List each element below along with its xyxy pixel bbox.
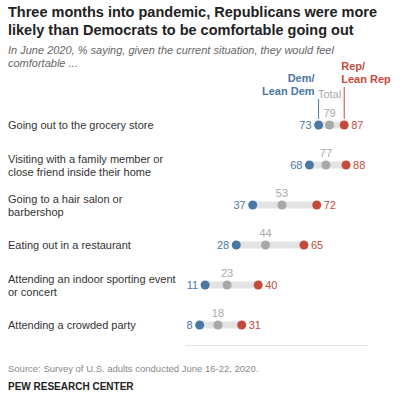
data-label: 68	[290, 159, 302, 171]
dot	[232, 241, 241, 250]
dot	[314, 121, 323, 130]
legend-entry-line: Dem/	[288, 72, 315, 84]
data-label: 77	[320, 147, 332, 159]
dot	[321, 161, 330, 170]
dot	[299, 241, 308, 250]
y-axis: Going out to the grocery store Visiting w…	[8, 119, 176, 331]
dot	[312, 201, 321, 210]
category-label: Going to a hair salon orbarbershop	[8, 193, 123, 218]
legend-connector	[318, 99, 319, 119]
dot	[254, 281, 263, 290]
credit: PEW RESEARCH CENTER	[8, 381, 134, 392]
category-label-line: Attending an indoor sporting event	[8, 273, 176, 285]
legend-entry-line: Lean Rep	[341, 73, 391, 85]
legend-entry: Total	[318, 88, 341, 100]
x-axis-line	[186, 345, 369, 346]
range-bar	[309, 162, 346, 169]
range-bar	[253, 202, 317, 209]
data-label: 73	[299, 119, 311, 131]
range-bar	[200, 322, 242, 329]
data-label: 53	[276, 187, 288, 199]
legend-entry: Rep/Lean Rep	[341, 60, 391, 85]
data-label: 88	[353, 159, 365, 171]
range-bar	[205, 282, 258, 289]
range-bar	[236, 242, 304, 249]
category-label-line: Going out to the grocery store	[8, 119, 154, 131]
data-label: 8	[187, 319, 193, 331]
subtitle-line: comfortable ...	[8, 57, 78, 69]
data-label: 65	[311, 239, 323, 251]
legend-connector	[344, 87, 345, 119]
legend-entry-line: Total	[318, 88, 341, 100]
category-label-line: Going to a hair salon or	[8, 193, 123, 205]
category-label-line: or concert	[8, 286, 57, 298]
dot	[325, 121, 334, 130]
title-line: likely than Democrats to be comfortable …	[8, 22, 354, 38]
dot	[213, 321, 222, 330]
source: Source: Survey of U.S. adults conducted …	[8, 363, 258, 374]
legend-entry: Dem/Lean Dem	[262, 72, 315, 97]
title-line: Three months into pandemic, Republicans …	[8, 4, 377, 20]
dot	[277, 201, 286, 210]
data-label: 37	[233, 199, 245, 211]
legend-entry-line: Rep/	[341, 60, 365, 72]
dot	[201, 281, 210, 290]
dot	[305, 161, 314, 170]
legend: Dem/Lean DemTotalRep/Lean Rep	[262, 60, 391, 119]
data-label: 23	[221, 267, 233, 279]
legend-entry-line: Lean Dem	[262, 85, 315, 97]
dot	[223, 281, 232, 290]
data-label: 28	[217, 239, 229, 251]
data-labels: 73 79 87 68 77 88 37 53 72 28 44 65 11 23 40 8 18 31	[187, 107, 366, 331]
data-label: 72	[324, 199, 336, 211]
title: Three months into pandemic, Republicans …	[8, 4, 377, 38]
category-label-line: Attending a crowded party	[8, 319, 136, 331]
subtitle-line: In June 2020, % saying, given the curren…	[8, 44, 334, 56]
chart: Three months into pandemic, Republicans …	[0, 0, 420, 400]
x-axis	[186, 345, 369, 346]
subtitle: In June 2020, % saying, given the curren…	[8, 44, 334, 69]
data-label: 11	[187, 279, 198, 291]
category-label: Attending an indoor sporting eventor con…	[8, 273, 176, 298]
dot	[261, 241, 270, 250]
dot	[237, 321, 246, 330]
category-label-line: Eating out in a restaurant	[8, 239, 131, 251]
category-label: Attending a crowded party	[8, 319, 136, 331]
category-label: Eating out in a restaurant	[8, 239, 131, 251]
data-label: 44	[259, 227, 271, 239]
data-label: 87	[351, 119, 363, 131]
category-label: Visiting with a family member orclose fr…	[8, 153, 163, 178]
dot	[195, 321, 204, 330]
dot	[340, 121, 349, 130]
category-label-line: Visiting with a family member or	[8, 153, 163, 165]
data-label: 40	[265, 279, 277, 291]
category-label: Going out to the grocery store	[8, 119, 154, 131]
category-label-line: barbershop	[8, 206, 64, 218]
dot	[248, 201, 257, 210]
data-label: 31	[249, 319, 261, 331]
category-label-line: close friend inside their home	[8, 166, 151, 178]
plot-area	[195, 121, 350, 330]
dot	[342, 161, 351, 170]
data-label: 79	[323, 107, 335, 119]
data-label: 18	[212, 307, 224, 319]
